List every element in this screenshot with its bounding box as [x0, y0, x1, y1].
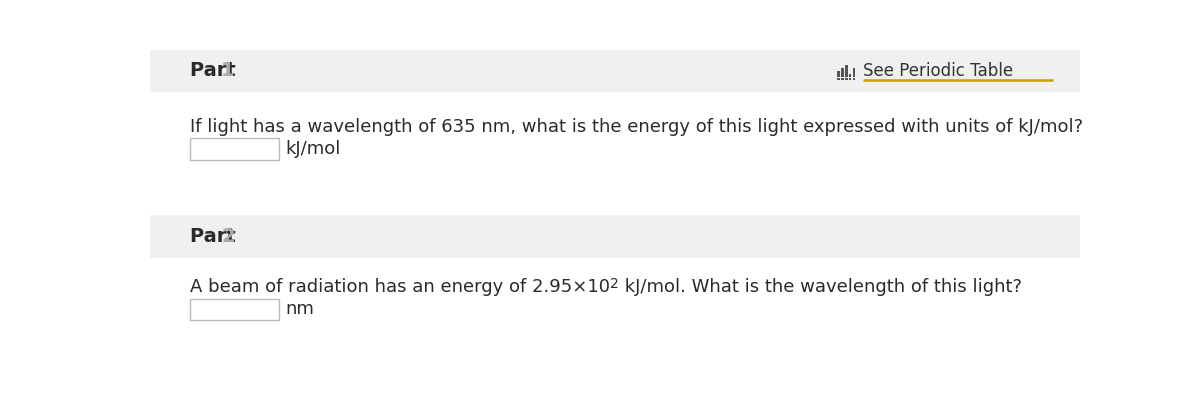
Text: See Periodic Table: See Periodic Table: [863, 62, 1013, 80]
Text: kJ/mol: kJ/mol: [286, 140, 341, 158]
Bar: [150, 50, 1080, 92]
Text: 1: 1: [221, 61, 235, 81]
Bar: [850, 74, 851, 77]
Bar: [838, 71, 840, 74]
Bar: [845, 65, 847, 68]
Text: kJ/mol. What is the wavelength of this light?: kJ/mol. What is the wavelength of this l…: [619, 278, 1022, 296]
Bar: [853, 68, 856, 71]
Bar: [845, 74, 847, 77]
Bar: [845, 71, 847, 74]
Text: 2: 2: [611, 277, 619, 291]
Bar: [845, 68, 847, 71]
Bar: [841, 68, 844, 71]
Bar: [853, 74, 856, 77]
Bar: [841, 71, 844, 74]
Text: If light has a wavelength of 635 nm, what is the energy of this light expressed : If light has a wavelength of 635 nm, wha…: [191, 118, 1084, 136]
Bar: [850, 78, 851, 80]
Text: nm: nm: [286, 300, 314, 318]
Text: Part: Part: [191, 227, 242, 246]
Bar: [841, 78, 844, 80]
Bar: [150, 215, 1080, 258]
Text: Part: Part: [191, 61, 242, 81]
Bar: [838, 78, 840, 80]
Text: A beam of radiation has an energy of 2.95×10: A beam of radiation has an energy of 2.9…: [191, 278, 611, 296]
Bar: [841, 74, 844, 77]
Text: 2: 2: [221, 227, 235, 246]
Bar: [853, 71, 856, 74]
Bar: [191, 138, 280, 160]
Bar: [191, 298, 280, 320]
Bar: [845, 78, 847, 80]
Bar: [853, 78, 856, 80]
Bar: [838, 74, 840, 77]
